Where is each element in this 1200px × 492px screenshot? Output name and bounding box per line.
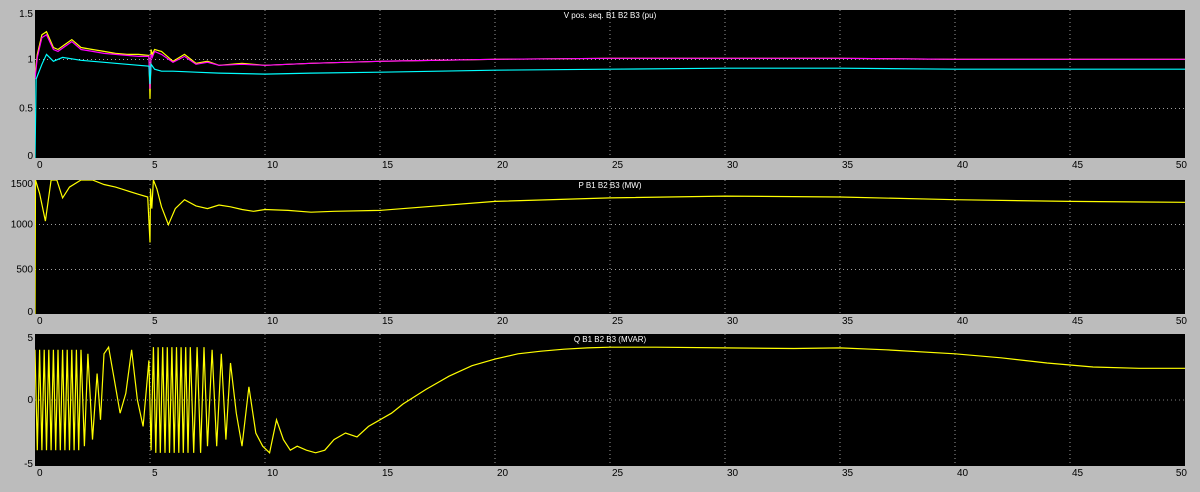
x-tick-label: 15	[382, 316, 394, 327]
x-tick-label: 40	[957, 316, 969, 327]
x-tick-label: 25	[612, 468, 624, 479]
x-tick-label: 10	[267, 160, 279, 171]
x-tick-label: 45	[1072, 160, 1084, 171]
x-tick-label: 10	[267, 468, 279, 479]
x-tick-label: 20	[497, 468, 509, 479]
y-tick-label: 1.5	[19, 9, 33, 20]
series-line-2	[35, 53, 1185, 158]
x-tick-label: 5	[152, 316, 158, 327]
y-tick-label: 1500	[11, 179, 34, 190]
plot-background	[35, 334, 1185, 466]
x-tick-label: 50	[1176, 160, 1188, 171]
y-tick-label: 0	[27, 395, 33, 406]
x-tick-label: 30	[727, 468, 739, 479]
x-tick-label: 25	[612, 316, 624, 327]
plot-title: P B1 B2 B3 (MW)	[579, 181, 642, 190]
x-tick-label: 5	[152, 468, 158, 479]
plot-title: Q B1 B2 B3 (MVAR)	[574, 335, 647, 344]
x-tick-label: 45	[1072, 468, 1084, 479]
x-tick-label: 30	[727, 160, 739, 171]
x-tick-label: 5	[152, 160, 158, 171]
x-tick-label: 35	[842, 316, 854, 327]
y-tick-label: 1	[27, 54, 33, 65]
y-tick-label: 0	[27, 151, 33, 162]
x-tick-label: 40	[957, 468, 969, 479]
x-tick-label: 40	[957, 160, 969, 171]
plot-background	[35, 10, 1185, 158]
plot-title: V pos. seq. B1 B2 B3 (pu)	[564, 11, 657, 20]
x-tick-label: 10	[267, 316, 279, 327]
x-tick-label: 25	[612, 160, 624, 171]
x-tick-label: 0	[37, 160, 43, 171]
y-tick-label: -5	[24, 459, 33, 470]
series-line-0	[35, 180, 1185, 314]
x-tick-label: 30	[727, 316, 739, 327]
x-tick-label: 15	[382, 468, 394, 479]
x-tick-label: 0	[37, 316, 43, 327]
x-tick-label: 20	[497, 316, 509, 327]
x-tick-label: 50	[1176, 468, 1188, 479]
x-tick-label: 0	[37, 468, 43, 479]
y-tick-label: 1000	[11, 220, 34, 231]
x-tick-label: 45	[1072, 316, 1084, 327]
series-line-1	[35, 33, 1185, 89]
plot-active-power: P B1 B2 B3 (MW) 0 500 1000 1500 0 5 10 15 20 25 30 3…	[11, 179, 1188, 327]
y-tick-label: 0	[27, 307, 33, 318]
y-tick-label: 500	[16, 264, 33, 275]
x-tick-label: 50	[1176, 316, 1188, 327]
series-line-0	[35, 345, 1185, 454]
x-tick-label: 15	[382, 160, 394, 171]
x-tick-label: 35	[842, 160, 854, 171]
plot-background	[35, 180, 1185, 314]
y-tick-label: 0.5	[19, 104, 33, 115]
x-tick-label: 20	[497, 160, 509, 171]
x-tick-label: 35	[842, 468, 854, 479]
plot-voltage: V pos. seq. B1 B2 B3 (pu) 0 0.5 1 1.5 0 5 10 15 2…	[19, 9, 1187, 171]
y-tick-label: 5	[27, 333, 33, 344]
